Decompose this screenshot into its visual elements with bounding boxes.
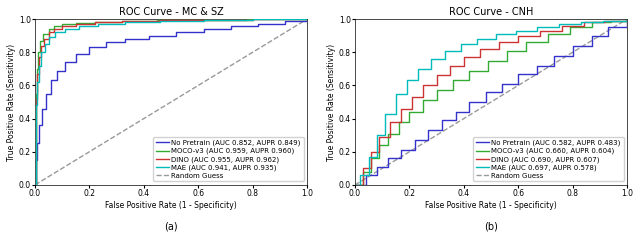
Text: (a): (a) <box>164 221 178 231</box>
Text: (b): (b) <box>484 221 498 231</box>
X-axis label: False Positive Rate (1 - Specificity): False Positive Rate (1 - Specificity) <box>425 201 557 210</box>
Legend: No Pretrain (AUC 0.582, AUPR 0.483), MOCO-v3 (AUC 0.660, AUPR 0.604), DINO (AUC : No Pretrain (AUC 0.582, AUPR 0.483), MOC… <box>474 137 623 182</box>
Y-axis label: True Positive Rate (Sensitivity): True Positive Rate (Sensitivity) <box>327 43 336 161</box>
X-axis label: False Positive Rate (1 - Specificity): False Positive Rate (1 - Specificity) <box>105 201 237 210</box>
Title: ROC Curve - CNH: ROC Curve - CNH <box>449 7 533 17</box>
Legend: No Pretrain (AUC 0.852, AUPR 0.849), MOCO-v3 (AUC 0.959, AUPR 0.960), DINO (AUC : No Pretrain (AUC 0.852, AUPR 0.849), MOC… <box>154 137 303 182</box>
Y-axis label: True Positive Rate (Sensitivity): True Positive Rate (Sensitivity) <box>7 43 16 161</box>
Title: ROC Curve - MC & SZ: ROC Curve - MC & SZ <box>118 7 223 17</box>
